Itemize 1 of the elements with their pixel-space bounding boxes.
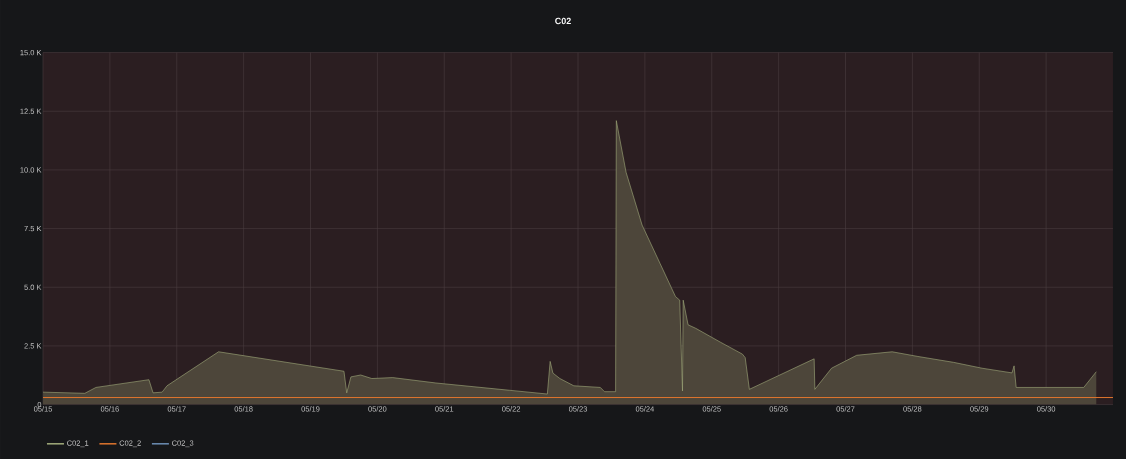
chart-title: C02 <box>555 17 571 25</box>
